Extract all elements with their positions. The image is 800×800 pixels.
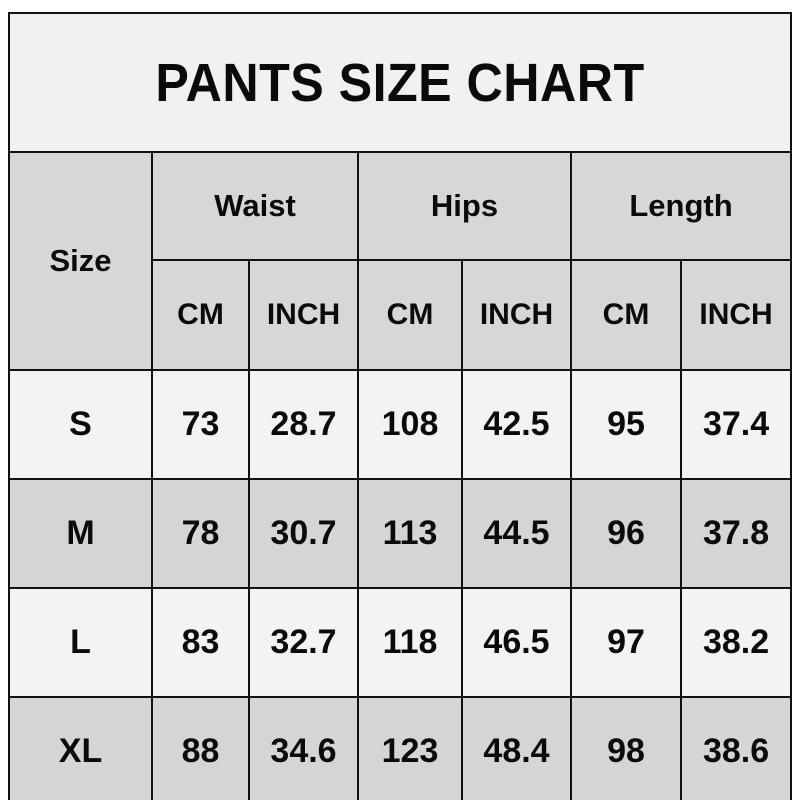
table-body: S 73 28.7 108 42.5 95 37.4 M 78 30.7 113…: [8, 369, 793, 800]
cell-hips-inch: 48.4: [461, 696, 572, 800]
cell-hips-cm: 118: [357, 587, 463, 698]
cell-size: S: [8, 369, 153, 480]
cell-waist-inch: 30.7: [248, 478, 359, 589]
table-row: M 78 30.7 113 44.5 96 37.8: [8, 478, 793, 589]
unit-header-hips-inch: INCH: [461, 259, 572, 371]
cell-waist-inch: 28.7: [248, 369, 359, 480]
column-header-size: Size: [8, 151, 153, 371]
column-header-waist: Waist: [151, 151, 359, 261]
chart-title-cell: PANTS SIZE CHART: [7, 12, 793, 153]
cell-waist-inch: 34.6: [248, 696, 359, 800]
header-unit-row: CM INCH CM INCH CM INCH: [9, 259, 793, 371]
header-group-row: Size Waist Hips Length: [8, 151, 793, 371]
cell-size: L: [8, 587, 153, 698]
table-row: S 73 28.7 108 42.5 95 37.4: [8, 369, 793, 480]
cell-length-cm: 98: [570, 696, 682, 800]
unit-header-waist-inch: INCH: [248, 259, 359, 371]
cell-length-inch: 38.2: [679, 587, 793, 698]
cell-length-inch: 37.4: [679, 369, 793, 480]
cell-hips-inch: 42.5: [461, 369, 572, 480]
table-row: XL 88 34.6 123 48.4 98 38.6: [8, 696, 793, 800]
unit-header-length-inch: INCH: [679, 259, 793, 371]
cell-length-cm: 96: [570, 478, 682, 589]
cell-size: XL: [8, 696, 153, 800]
unit-header-hips-cm: CM: [357, 259, 463, 371]
cell-hips-inch: 46.5: [461, 587, 572, 698]
cell-length-cm: 95: [570, 369, 682, 480]
cell-waist-cm: 83: [151, 587, 250, 698]
column-header-hips: Hips: [357, 151, 572, 261]
cell-waist-cm: 73: [151, 369, 250, 480]
table-head: PANTS SIZE CHART Size Waist Hips Length …: [7, 12, 793, 371]
cell-hips-cm: 113: [357, 478, 463, 589]
cell-hips-cm: 123: [357, 696, 463, 800]
cell-hips-cm: 108: [357, 369, 463, 480]
cell-length-inch: 38.6: [679, 696, 793, 800]
cell-length-cm: 97: [570, 587, 682, 698]
page-title: PANTS SIZE CHART: [155, 52, 645, 113]
unit-header-waist-cm: CM: [151, 259, 250, 371]
title-row: PANTS SIZE CHART: [7, 12, 793, 153]
cell-waist-inch: 32.7: [248, 587, 359, 698]
cell-length-inch: 37.8: [679, 478, 793, 589]
pants-size-chart-table: PANTS SIZE CHART Size Waist Hips Length …: [7, 12, 793, 800]
cell-waist-cm: 78: [151, 478, 250, 589]
table-row: L 83 32.7 118 46.5 97 38.2: [8, 587, 793, 698]
column-header-length: Length: [569, 151, 793, 261]
unit-header-length-cm: CM: [570, 259, 682, 371]
cell-waist-cm: 88: [151, 696, 250, 800]
cell-size: M: [8, 478, 153, 589]
cell-hips-inch: 44.5: [461, 478, 572, 589]
